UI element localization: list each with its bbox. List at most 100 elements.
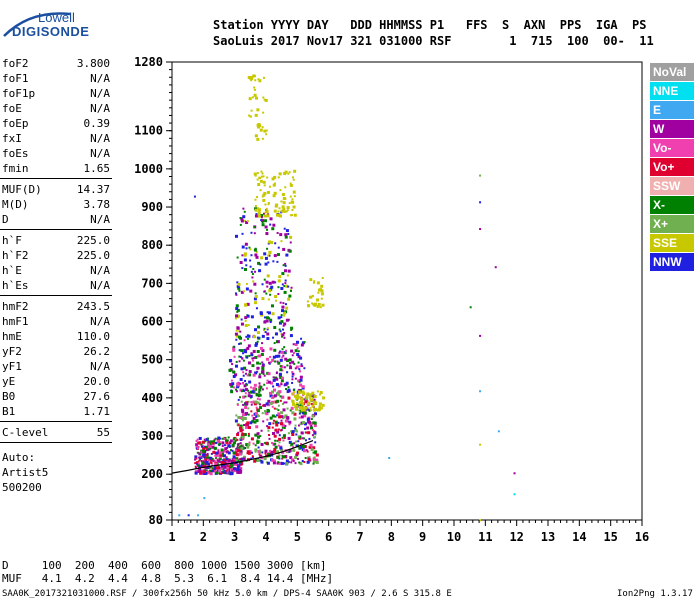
data-point xyxy=(241,267,244,270)
data-point xyxy=(273,407,276,410)
data-point xyxy=(235,463,238,466)
data-point xyxy=(232,441,236,445)
param-key: fxI xyxy=(2,132,22,145)
data-point xyxy=(244,324,248,328)
data-point xyxy=(277,176,280,179)
data-point xyxy=(298,380,301,383)
param-value: 243.5 xyxy=(76,300,110,313)
data-point xyxy=(295,402,298,405)
data-point xyxy=(303,341,306,344)
data-point xyxy=(239,458,242,461)
data-point xyxy=(244,379,247,382)
data-point xyxy=(297,379,301,383)
data-point xyxy=(213,446,217,450)
data-point xyxy=(216,469,219,472)
data-point xyxy=(300,397,304,401)
data-point xyxy=(259,312,263,316)
data-point xyxy=(294,455,298,459)
data-point xyxy=(199,457,202,460)
data-point xyxy=(256,397,259,400)
data-point xyxy=(280,314,283,317)
data-point xyxy=(289,214,292,217)
data-point xyxy=(282,302,285,305)
data-point xyxy=(285,459,289,463)
data-point xyxy=(288,249,292,253)
data-point xyxy=(232,346,236,350)
data-point xyxy=(271,414,275,418)
data-point xyxy=(239,429,243,433)
data-point xyxy=(202,449,206,453)
data-point xyxy=(293,417,297,421)
data-point xyxy=(250,231,253,234)
data-point xyxy=(260,216,263,219)
data-point xyxy=(278,454,281,457)
data-point xyxy=(272,376,275,379)
data-point xyxy=(254,134,258,138)
data-point xyxy=(219,437,222,440)
data-point xyxy=(479,201,482,204)
data-point xyxy=(295,397,298,400)
data-point xyxy=(238,360,241,363)
data-point xyxy=(243,384,247,388)
y-tick-label: 800 xyxy=(141,238,163,252)
param-key: foF2 xyxy=(2,57,29,70)
data-point xyxy=(277,384,281,388)
data-point xyxy=(272,194,276,198)
data-point xyxy=(259,403,262,406)
data-point xyxy=(279,368,283,372)
data-point xyxy=(278,328,281,331)
data-point xyxy=(221,437,224,440)
data-point xyxy=(248,373,252,377)
data-point xyxy=(293,442,296,445)
data-point xyxy=(272,223,276,227)
data-point xyxy=(269,391,273,395)
data-point xyxy=(255,213,258,216)
data-point xyxy=(283,462,286,465)
data-point xyxy=(230,468,233,471)
data-point xyxy=(256,340,259,343)
data-point xyxy=(270,285,274,289)
data-point xyxy=(274,332,278,336)
data-point xyxy=(241,435,245,439)
param-row: foEp 0.39 xyxy=(2,117,110,131)
data-point xyxy=(268,185,271,188)
data-point xyxy=(253,383,257,387)
param-value: N/A xyxy=(90,279,110,292)
data-point xyxy=(239,223,242,226)
data-point xyxy=(239,382,242,385)
data-point xyxy=(259,263,262,266)
data-point xyxy=(297,355,301,359)
data-point xyxy=(236,308,240,312)
data-point xyxy=(273,175,277,179)
data-point xyxy=(283,290,287,294)
data-point xyxy=(249,265,252,268)
data-point xyxy=(256,123,260,127)
data-point xyxy=(237,464,241,468)
data-point xyxy=(277,409,280,412)
data-point xyxy=(311,402,314,405)
data-point xyxy=(308,445,312,449)
data-point xyxy=(240,290,244,294)
data-point xyxy=(237,431,240,434)
data-point xyxy=(234,292,237,295)
data-point xyxy=(283,346,286,349)
data-point xyxy=(254,113,258,117)
data-point xyxy=(311,391,315,395)
data-point xyxy=(276,462,279,465)
data-point xyxy=(242,403,245,406)
data-point xyxy=(263,278,266,281)
data-point xyxy=(257,457,260,460)
legend-item: X+ xyxy=(650,215,694,233)
data-point xyxy=(300,408,304,412)
data-point xyxy=(217,443,220,446)
data-point xyxy=(253,402,257,406)
param-separator xyxy=(0,295,112,296)
data-point xyxy=(241,410,245,414)
data-point xyxy=(279,395,282,398)
data-point xyxy=(244,219,247,222)
data-point xyxy=(209,472,213,476)
data-point xyxy=(281,328,284,331)
data-point xyxy=(276,340,280,344)
data-point xyxy=(291,209,294,212)
data-point xyxy=(312,462,315,465)
